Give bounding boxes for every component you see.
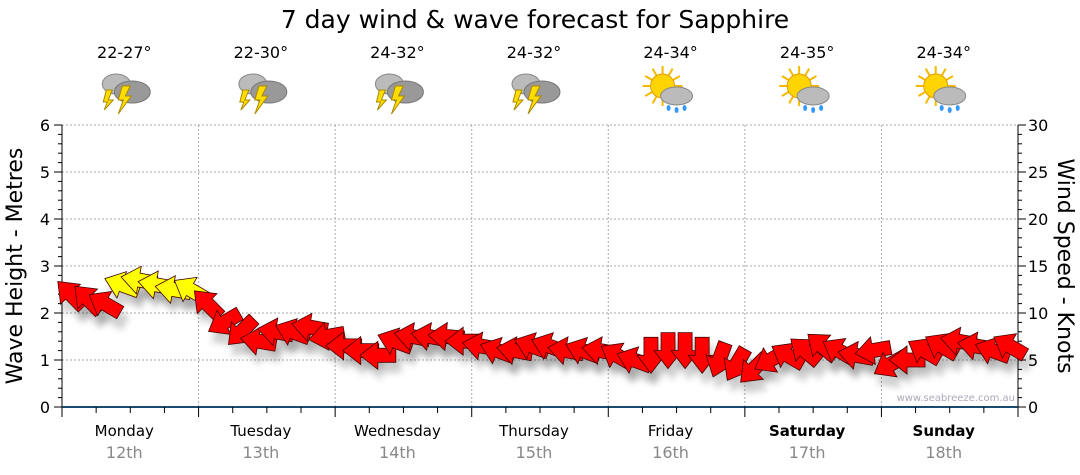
watermark: www.seabreeze.com.au <box>897 393 1015 404</box>
day-temp: 24-34° <box>916 43 971 62</box>
sun-ray <box>644 91 653 97</box>
wind-arrow <box>854 335 893 366</box>
sun-ray <box>667 68 674 77</box>
lightning-bolt <box>254 85 269 115</box>
sun-ray <box>788 68 795 77</box>
right-tick-label: 30 <box>1028 116 1048 135</box>
sun-ray <box>788 95 795 104</box>
day-temp: 24-35° <box>780 43 835 62</box>
right-tick-label: 25 <box>1028 163 1048 182</box>
left-tick-label: 0 <box>40 398 50 417</box>
storm-icon <box>238 73 288 115</box>
sun-shower-icon <box>779 66 830 113</box>
lightning-bolt <box>102 89 115 111</box>
sun-ray <box>940 68 947 77</box>
wind-arrow <box>993 333 1030 362</box>
day-name: Sunday <box>913 422 976 440</box>
left-tick-label: 6 <box>40 116 50 135</box>
sun-ray <box>651 95 658 104</box>
left-tick-label: 5 <box>40 163 50 182</box>
day-date: 14th <box>379 443 416 462</box>
right-tick-label: 20 <box>1028 210 1048 229</box>
right-tick-label: 0 <box>1028 398 1038 417</box>
rain-drop <box>955 105 960 111</box>
wind-arrow <box>790 338 824 369</box>
left-tick-label: 1 <box>40 351 50 370</box>
sun-ray <box>924 95 931 104</box>
sun-ray <box>672 75 681 81</box>
sun-ray <box>781 91 790 97</box>
sun-shower-icon <box>642 66 694 113</box>
day-name: Friday <box>648 422 694 440</box>
storm-icon <box>374 73 424 115</box>
lightning-bolt <box>512 89 525 111</box>
day-date: 15th <box>516 443 553 462</box>
day-temp: 22-27° <box>97 43 152 62</box>
rain-drop <box>803 105 808 111</box>
rain-drop <box>939 105 944 111</box>
chart-title: 7 day wind & wave forecast for Sapphire <box>281 5 789 34</box>
storm-icon <box>511 73 561 115</box>
day-temp: 22-30° <box>234 43 289 62</box>
cloud-shape <box>796 86 830 106</box>
wind-arrow <box>88 290 125 320</box>
rain-drop <box>819 105 824 111</box>
sun-ray <box>917 75 926 81</box>
sun-ray <box>917 91 926 97</box>
day-name: Wednesday <box>354 422 441 440</box>
day-name: Saturday <box>769 422 846 440</box>
lightning-bolt <box>239 89 251 111</box>
left-tick-label: 4 <box>40 210 50 229</box>
sun-ray <box>781 75 790 81</box>
sun-ray <box>651 68 658 77</box>
day-name: Thursday <box>498 422 569 440</box>
left-axis-label: Wave Height - Metres <box>3 148 28 385</box>
lightning-bolt <box>375 89 388 111</box>
sun-ray <box>804 68 811 77</box>
day-date: 16th <box>652 443 689 462</box>
day-temp: 24-32° <box>507 43 562 62</box>
day-date: 12th <box>106 443 143 462</box>
rain-drop <box>666 105 671 111</box>
right-tick-label: 10 <box>1028 304 1048 323</box>
cloud-shape <box>933 86 967 106</box>
sun-ray <box>945 75 954 81</box>
day-date: 17th <box>789 443 826 462</box>
day-name: Tuesday <box>229 422 291 440</box>
right-axis-label: Wind Speed - Knots <box>1052 158 1077 373</box>
rain-drop <box>674 107 679 113</box>
sun-ray <box>644 75 653 81</box>
day-date: 13th <box>242 443 279 462</box>
day-temp: 24-32° <box>370 43 425 62</box>
lightning-bolt <box>527 85 542 115</box>
day-name: Monday <box>95 422 154 440</box>
rain-drop <box>947 107 952 113</box>
storm-icon <box>101 73 151 115</box>
day-temp: 24-34° <box>643 43 698 62</box>
lightning-bolt <box>390 85 406 115</box>
cloud-shape <box>660 86 694 106</box>
wind-arrow <box>208 306 244 336</box>
rain-drop <box>682 105 687 111</box>
right-tick-label: 15 <box>1028 257 1048 276</box>
rain-drop <box>811 107 816 113</box>
left-tick-label: 2 <box>40 304 50 323</box>
day-date: 18th <box>925 443 962 462</box>
sun-shower-icon <box>915 66 967 113</box>
sun-ray <box>924 68 931 77</box>
lightning-bolt <box>117 85 133 115</box>
left-tick-label: 3 <box>40 257 50 276</box>
sun-ray <box>809 75 817 81</box>
